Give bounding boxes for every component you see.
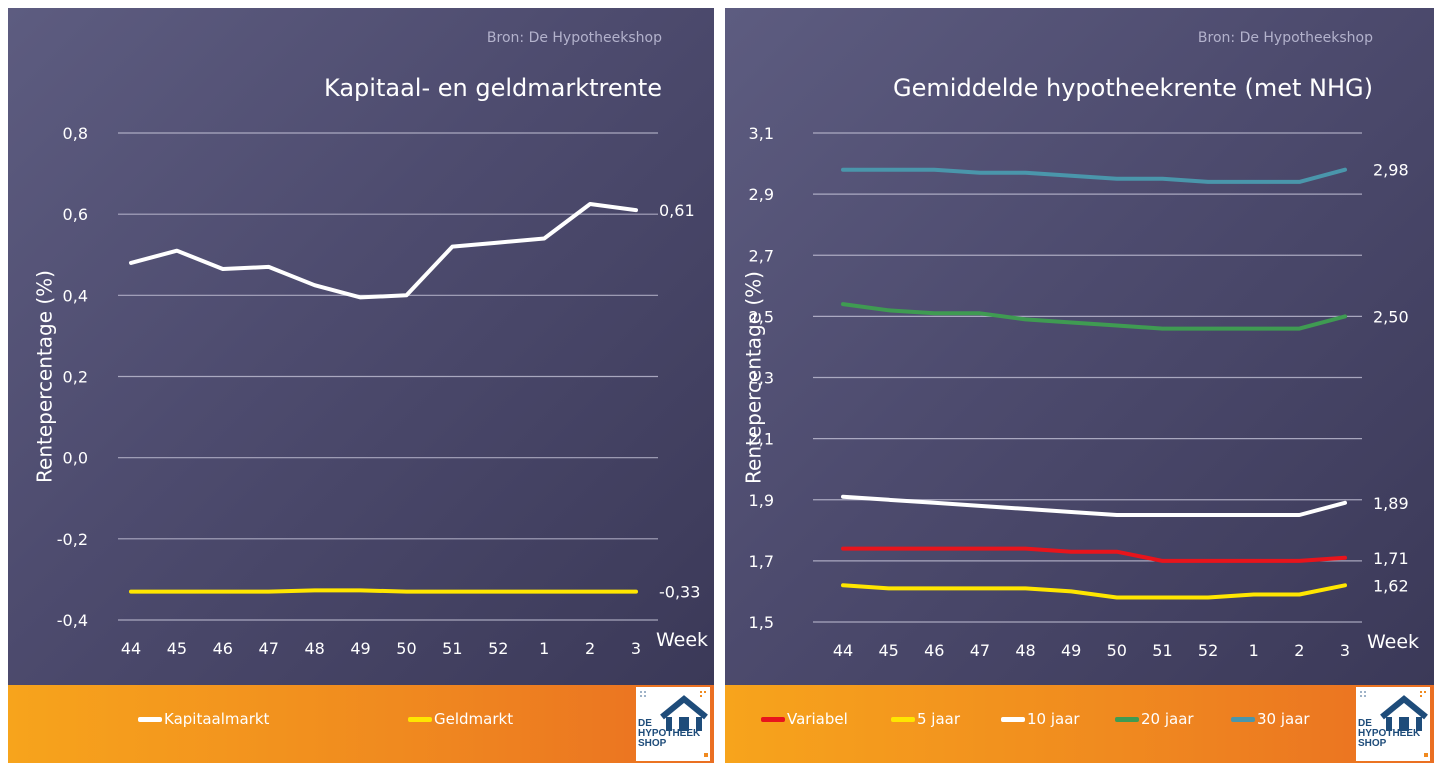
- legend-label: Kapitaalmarkt: [164, 710, 270, 728]
- legend-bar: Kapitaalmarkt Geldmarkt DE: [8, 685, 714, 763]
- chart-title: Gemiddelde hypotheekrente (met NHG): [893, 74, 1373, 102]
- end-value-label: 2,50: [1373, 307, 1409, 326]
- legend-swatch: [1115, 716, 1139, 722]
- x-tick-label: 48: [1015, 641, 1035, 660]
- legend-label: Geldmarkt: [434, 710, 514, 728]
- y-tick-label: -0,2: [57, 530, 88, 549]
- y-tick-label: 2,9: [749, 185, 774, 204]
- legend-item-geldmarkt: Geldmarkt: [408, 710, 513, 728]
- y-tick-label: 0,4: [63, 286, 88, 305]
- legend-item-variabel: Variabel: [761, 710, 848, 728]
- x-tick-label: 47: [970, 641, 990, 660]
- x-tick-label: 52: [1198, 641, 1218, 660]
- y-tick-label: 2,1: [749, 430, 774, 449]
- y-tick-label: 2,7: [749, 246, 774, 265]
- x-tick-label: 45: [878, 641, 898, 660]
- series-line-4: [841, 302, 1347, 331]
- chart-panel-mortgage-rates: 1,5 1,7 1,9 2,1 2,3 2,5 2,7 2,9 3,1 44 45 46 47 48 49 5…: [725, 8, 1434, 763]
- x-tick-label: 2: [1294, 641, 1304, 660]
- x-tick-label: 3: [631, 639, 641, 658]
- house-icon: [1360, 691, 1428, 757]
- plot-background: [8, 8, 714, 685]
- source-note: Bron: De Hypotheekshop: [486, 30, 662, 46]
- series-line-2: [841, 583, 1347, 600]
- hypotheekshop-logo: DE HYPOTHEEK SHOP: [1356, 687, 1430, 761]
- y-tick-label: 0,6: [63, 205, 88, 224]
- line-chart-mortgage-rates: 1,5 1,7 1,9 2,1 2,3 2,5 2,7 2,9 3,1 44 45 46 47 48 49 5…: [742, 124, 1420, 660]
- end-value-label: -0,33: [659, 583, 700, 602]
- x-tick-label: 50: [1107, 641, 1127, 660]
- x-tick-label: 51: [442, 639, 462, 658]
- plot-background: [725, 8, 1434, 685]
- y-tick-label: 0,0: [63, 449, 88, 468]
- legend-swatch: [761, 716, 785, 722]
- x-tick-label: 1: [1249, 641, 1259, 660]
- y-tick-label: 2,5: [749, 307, 774, 326]
- legend-swatch: [408, 716, 432, 722]
- source-note: Bron: De Hypotheekshop: [1197, 30, 1373, 46]
- series-line-1: [129, 202, 638, 300]
- y-axis-label: Rentepercentage (%): [742, 271, 766, 484]
- end-value-label: 1,71: [1373, 549, 1409, 568]
- series-line-2: [129, 588, 638, 594]
- legend-label: Variabel: [787, 710, 848, 728]
- series-line-1: [841, 546, 1347, 563]
- y-tick-label: 0,8: [63, 124, 88, 143]
- x-axis-label: Week: [1367, 631, 1419, 653]
- x-tick-label: 47: [259, 639, 279, 658]
- x-tick-label: 49: [1061, 641, 1081, 660]
- x-tick-label: 44: [833, 641, 853, 660]
- x-tick-label: 44: [121, 639, 141, 658]
- y-tick-label: 1,7: [749, 552, 774, 571]
- hypotheekshop-logo: DE HYPOTHEEK SHOP: [636, 687, 710, 761]
- legend-bar: Variabel 5 jaar 10 jaar 20 jaar 30 jaar: [725, 685, 1434, 763]
- x-tick-label: 46: [924, 641, 944, 660]
- chart-panel-capital-money-market: -0,4 -0,2 0,0 0,2 0,4 0,6 0,8 44 45 46 47 48 49 50 51 5…: [8, 8, 714, 763]
- end-value-label: 0,61: [659, 201, 695, 220]
- legend-label: 30 jaar: [1257, 710, 1310, 728]
- y-tick-label: 1,5: [749, 613, 774, 632]
- y-tick-label: -0,4: [57, 611, 88, 630]
- legend-item-5-jaar: 5 jaar: [891, 710, 960, 728]
- x-tick-label: 52: [488, 639, 508, 658]
- end-value-label: 1,89: [1373, 494, 1409, 513]
- x-tick-label: 46: [213, 639, 233, 658]
- legend-swatch: [1001, 716, 1025, 722]
- x-tick-label: 45: [167, 639, 187, 658]
- x-tick-label: 51: [1152, 641, 1172, 660]
- legend-item-20-jaar: 20 jaar: [1115, 710, 1194, 728]
- legend-label: 10 jaar: [1027, 710, 1080, 728]
- legend-item-30-jaar: 30 jaar: [1231, 710, 1310, 728]
- x-tick-label: 1: [539, 639, 549, 658]
- logo-text: DE HYPOTHEEK SHOP: [638, 718, 701, 749]
- end-value-label: 2,98: [1373, 161, 1409, 180]
- end-value-label: 1,62: [1373, 576, 1409, 595]
- legend-label: 5 jaar: [917, 710, 961, 728]
- x-tick-label: 50: [396, 639, 416, 658]
- legend-label: 20 jaar: [1141, 710, 1194, 728]
- y-tick-label: 1,9: [749, 491, 774, 510]
- house-icon: [640, 691, 708, 757]
- legend-swatch: [891, 716, 915, 722]
- x-tick-label: 48: [304, 639, 324, 658]
- x-tick-label: 49: [350, 639, 370, 658]
- series-line-3: [841, 494, 1347, 517]
- logo-text: DE HYPOTHEEK SHOP: [1358, 718, 1421, 749]
- legend-item-10-jaar: 10 jaar: [1001, 710, 1080, 728]
- y-tick-label: 0,2: [63, 368, 88, 387]
- y-axis-label: Rentepercentage (%): [33, 270, 57, 483]
- x-axis-label: Week: [656, 629, 708, 651]
- x-tick-label: 3: [1340, 641, 1350, 660]
- y-tick-label: 3,1: [749, 124, 774, 143]
- legend-item-kapitaalmarkt: Kapitaalmarkt: [138, 710, 269, 728]
- series-line-5: [841, 167, 1347, 184]
- y-tick-label: 2,3: [749, 369, 774, 388]
- legend-swatch: [1231, 716, 1255, 722]
- chart-title: Kapitaal- en geldmarktrente: [324, 74, 662, 102]
- x-tick-label: 2: [585, 639, 595, 658]
- legend-swatch: [138, 716, 162, 722]
- line-chart-capital-money-market: -0,4 -0,2 0,0 0,2 0,4 0,6 0,8 44 45 46 47 48 49 50 51 5…: [33, 124, 709, 658]
